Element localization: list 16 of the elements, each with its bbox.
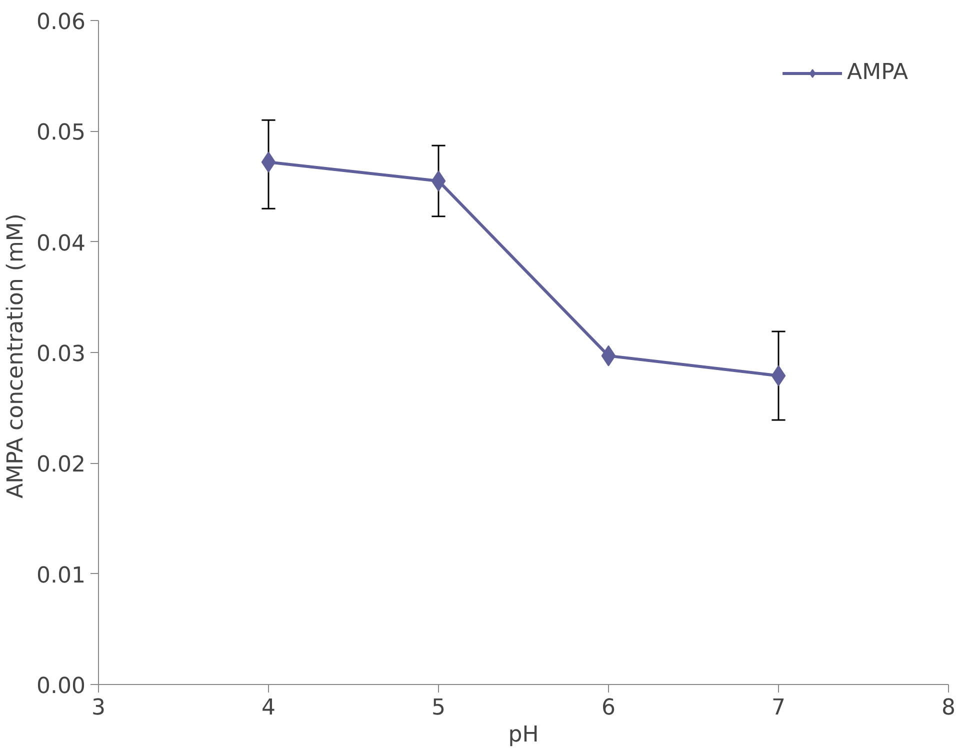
y-tick-label: 0.02 xyxy=(36,452,86,478)
x-tick-label: 5 xyxy=(432,696,446,720)
y-tick-label: 0.01 xyxy=(36,563,86,588)
y-tick-label: 0.05 xyxy=(36,120,86,146)
x-tick-label: 8 xyxy=(942,696,956,720)
y-tick-label: 0.03 xyxy=(36,342,86,367)
y-tick-label: 0.06 xyxy=(36,10,86,35)
x-tick-label: 4 xyxy=(262,696,276,720)
x-tick-label: 6 xyxy=(602,696,616,720)
y-axis-title: AMPA concentration (mM) xyxy=(4,214,29,498)
y-tick-label: 0.00 xyxy=(36,674,86,699)
y-tick-label: 0.04 xyxy=(36,231,86,256)
legend-label: AMPA xyxy=(847,60,908,85)
x-tick-label: 3 xyxy=(92,696,106,720)
x-axis-title: pH xyxy=(508,722,539,748)
x-tick-label: 7 xyxy=(772,696,786,720)
